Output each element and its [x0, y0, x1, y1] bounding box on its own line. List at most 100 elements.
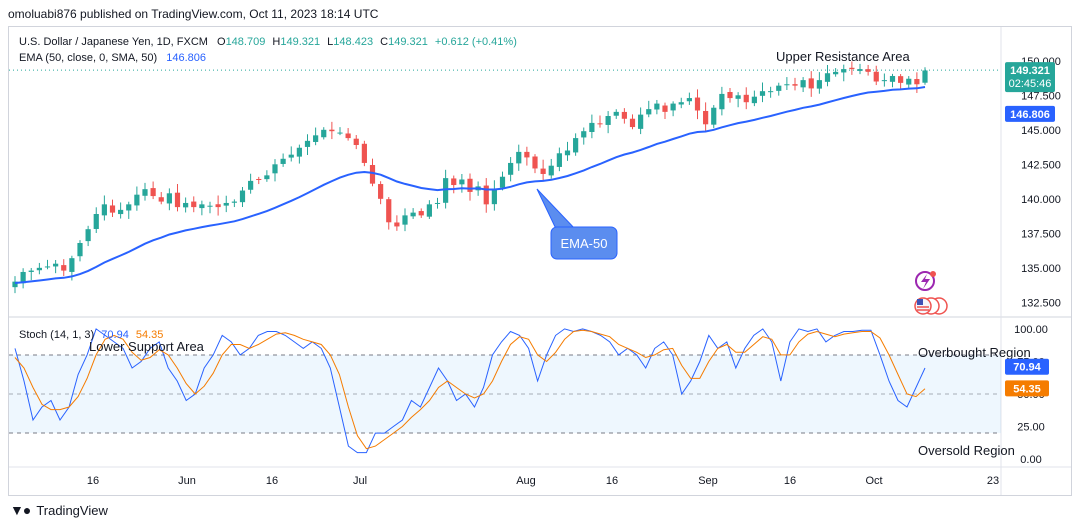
- candle: [898, 74, 904, 90]
- candle: [134, 186, 140, 211]
- stoch-k-line: [14, 328, 926, 454]
- price-tick-label: 147.500: [1021, 90, 1061, 102]
- price-axis[interactable]: 150.000 147.500 145.000 142.500 140.000 137.5…: [1021, 56, 1061, 310]
- candle: [77, 240, 83, 262]
- candle: [841, 64, 847, 82]
- price-tick-label: 132.500: [1021, 297, 1061, 309]
- stoch-tick-label: 0.00: [1020, 454, 1041, 466]
- candle: [922, 67, 928, 85]
- price-tick-label: 150.000: [1021, 56, 1061, 68]
- candle: [296, 144, 302, 164]
- last-price-value: 149.321: [1010, 65, 1050, 77]
- candle: [451, 175, 457, 194]
- candle: [378, 181, 384, 205]
- candle: [223, 195, 229, 213]
- candle: [174, 184, 181, 212]
- time-tick-label: Sep: [698, 475, 718, 487]
- price-tick-label: 137.500: [1021, 228, 1061, 240]
- candle: [646, 100, 652, 118]
- tradingview-logo-icon: ▼●: [10, 502, 31, 518]
- brand-name: TradingView: [36, 502, 108, 518]
- ema-callout-pointer: [536, 188, 579, 232]
- candle: [256, 176, 262, 185]
- candle: [345, 128, 351, 141]
- time-tick-label: Jul: [353, 475, 367, 487]
- candle: [597, 115, 603, 128]
- candle: [231, 199, 237, 208]
- candle: [101, 195, 107, 221]
- legend-symbol: U.S. Dollar / Japanese Yen, 1D, FXCM: [19, 36, 208, 48]
- candle: [36, 262, 42, 275]
- stoch-tick-label: 25.00: [1017, 422, 1045, 434]
- stoch-d-value: 54.35: [1013, 383, 1041, 395]
- candle: [28, 267, 34, 281]
- candle: [386, 197, 392, 230]
- candle: [304, 134, 311, 156]
- candle: [215, 195, 221, 216]
- candle: [824, 65, 831, 87]
- time-tick-label: 16: [606, 475, 618, 487]
- candle: [508, 157, 514, 182]
- candle: [662, 102, 668, 119]
- chart-canvas[interactable]: U.S. Dollar / Japanese Yen, 1D, FXCM O14…: [9, 27, 1071, 495]
- candle: [792, 77, 798, 91]
- legend-h-label: H: [272, 36, 280, 48]
- event-flash-icon[interactable]: [915, 271, 936, 291]
- candle: [248, 173, 254, 194]
- candle: [703, 102, 709, 132]
- time-axis[interactable]: 16 Jun 16 Jul Aug 16 Sep 16 Oct 23: [87, 475, 999, 487]
- candle: [678, 97, 684, 109]
- time-tick-label: 23: [987, 475, 999, 487]
- candlestick-series: [12, 61, 928, 294]
- price-tick-label: 135.000: [1021, 263, 1061, 275]
- publish-caption: omoluabi876 published on TradingView.com…: [8, 7, 379, 21]
- candle: [434, 197, 441, 209]
- candle: [784, 77, 790, 91]
- candle: [889, 73, 896, 88]
- candle: [353, 135, 359, 150]
- candle: [654, 99, 660, 115]
- candle: [589, 114, 595, 139]
- stoch-legend: Stoch (14, 1, 3) 70.94 54.35: [19, 329, 163, 341]
- usd-flag-event-icon[interactable]: [914, 297, 948, 315]
- candle: [743, 87, 749, 110]
- upper-resistance-label: Upper Resistance Area: [776, 49, 910, 64]
- candle: [126, 201, 132, 219]
- legend-o-label: O: [217, 36, 226, 48]
- candle: [816, 72, 822, 94]
- time-tick-label: Aug: [516, 475, 536, 487]
- price-tick-label: 142.500: [1021, 159, 1061, 171]
- candle: [20, 268, 26, 289]
- candle: [833, 68, 839, 77]
- candle: [605, 111, 611, 134]
- legend-open: 148.709: [226, 36, 266, 48]
- candle: [581, 127, 587, 145]
- legend-ema-value: 146.806: [166, 52, 206, 64]
- candle: [394, 215, 400, 231]
- candle: [800, 77, 806, 93]
- price-tick-label: 140.000: [1021, 194, 1061, 206]
- candle: [516, 144, 522, 171]
- time-tick-label: Oct: [865, 475, 882, 487]
- candle: [109, 199, 116, 217]
- candle: [402, 208, 408, 232]
- candle: [686, 92, 692, 105]
- candle: [906, 76, 912, 89]
- candle: [118, 202, 124, 219]
- candle: [849, 61, 855, 75]
- candle: [410, 208, 416, 219]
- ema-50-line: [14, 86, 926, 284]
- candle: [142, 182, 148, 201]
- stoch-d-tag: 54.35: [1005, 380, 1049, 397]
- candle: [280, 153, 286, 167]
- footer-brand[interactable]: ▼● TradingView: [10, 502, 108, 518]
- candle: [166, 188, 172, 211]
- candle: [629, 114, 636, 130]
- oversold-label: Oversold Region: [918, 443, 1015, 458]
- candle: [329, 121, 335, 140]
- legend-ema-label: EMA (50, close, 0, SMA, 50): [19, 52, 157, 64]
- ema-callout-box: [550, 226, 618, 260]
- candle: [808, 71, 814, 97]
- candle: [288, 146, 294, 162]
- candle: [768, 86, 774, 98]
